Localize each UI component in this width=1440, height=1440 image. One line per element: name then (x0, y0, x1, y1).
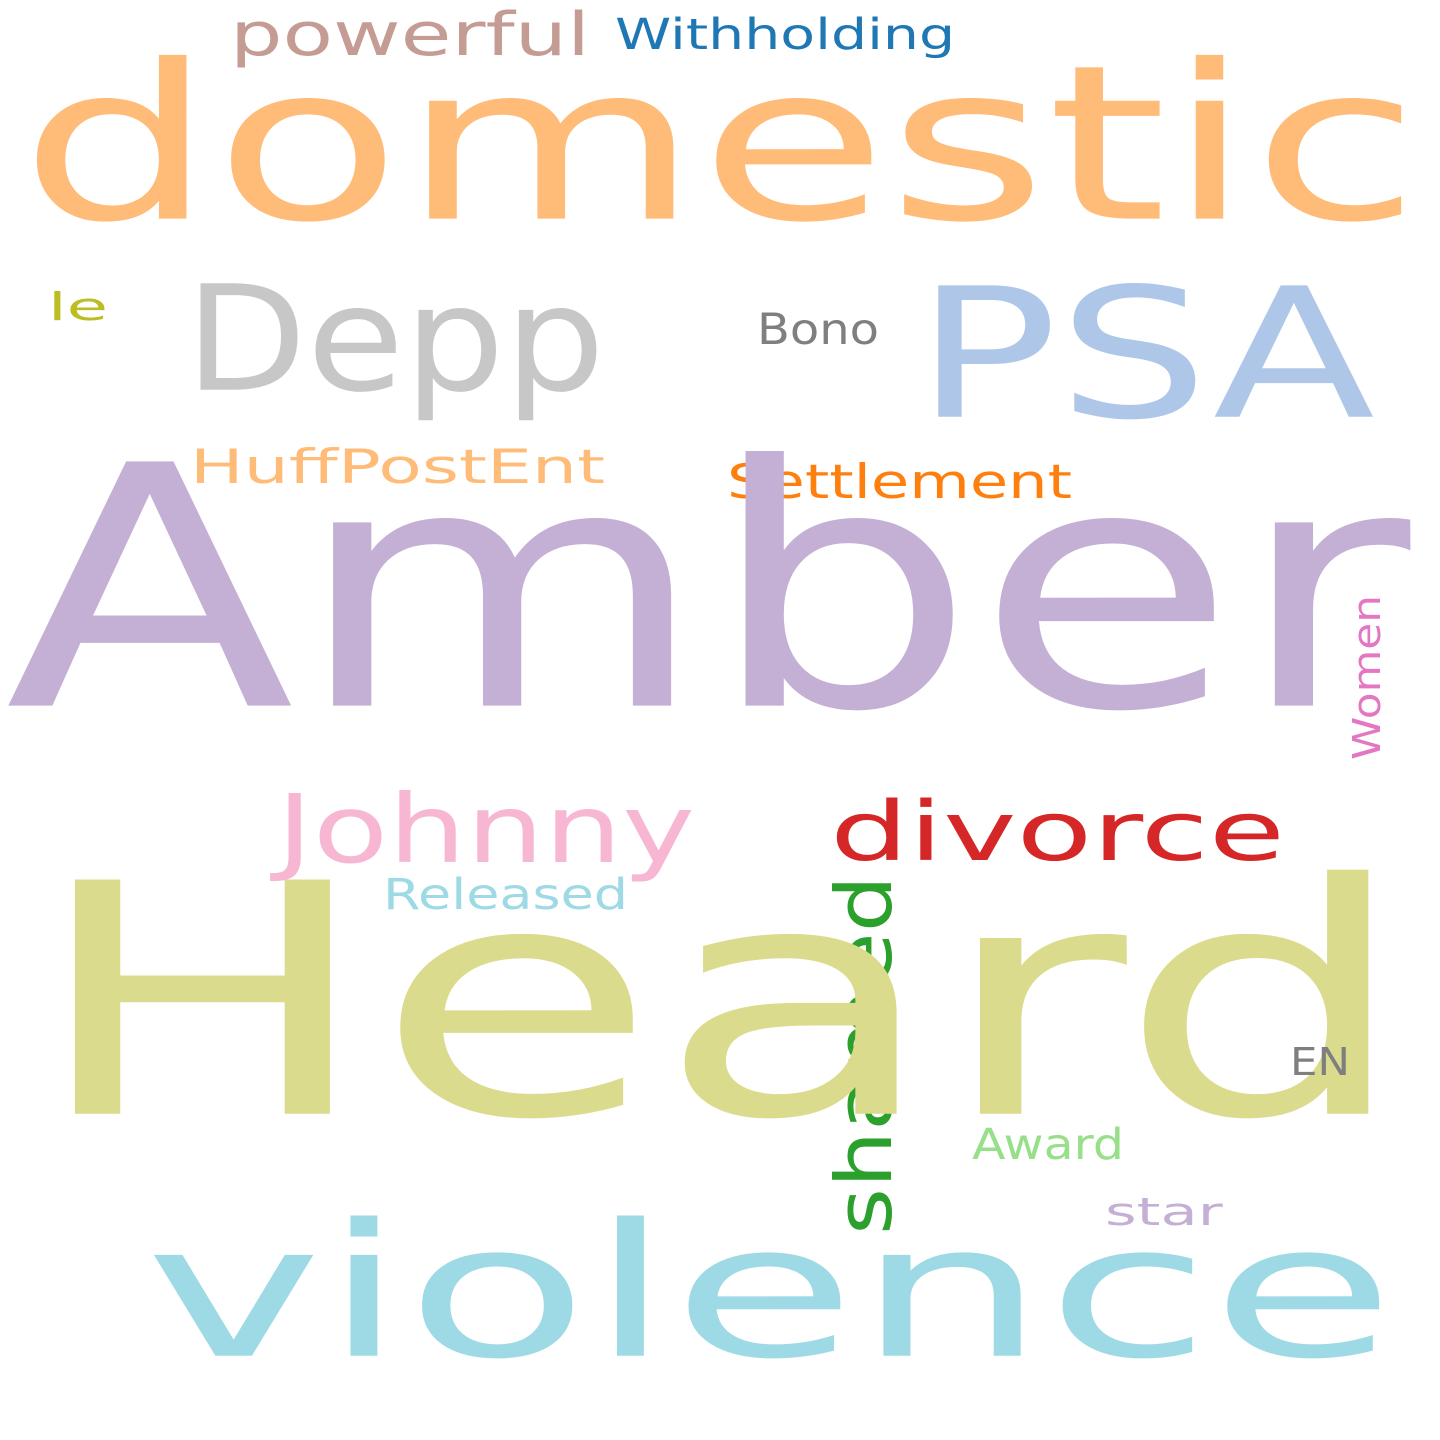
word-shamed: shamed (819, 875, 910, 1235)
word-huffpostent: HuffPostEnt (190, 440, 605, 495)
word-withholding: Withholding (615, 9, 955, 59)
word-star: star (1105, 1189, 1223, 1234)
word-violence: violence (145, 1184, 1395, 1399)
word-psa: PSA (915, 249, 1375, 460)
word-domestic: domestic (20, 19, 1420, 270)
word-en: EN (1290, 1039, 1350, 1084)
word-women: Women (1345, 595, 1390, 760)
word-award: Award (972, 1119, 1124, 1169)
word-settlement: Settlement (727, 455, 1072, 510)
word-released: Released (383, 870, 628, 919)
word-powerful: powerful (230, 0, 590, 70)
word-divorce: divorce (830, 783, 1285, 879)
word-amber: Amber (5, 396, 1415, 786)
word-bono: Bono (757, 304, 879, 354)
word-depp: Depp (185, 254, 605, 424)
word-johnny: Johnny (270, 774, 695, 885)
word-le: le (48, 284, 108, 329)
word-heard: Heard (30, 816, 1410, 1190)
